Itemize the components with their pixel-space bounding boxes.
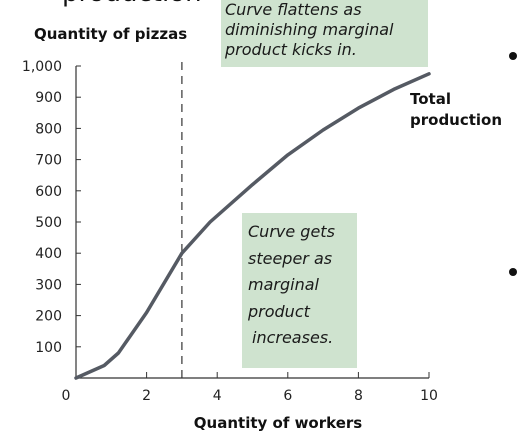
x-axis-title: Quantity of workers <box>194 414 362 432</box>
y-tick-label: 800 <box>35 121 62 137</box>
y-tick-label: 1,000 <box>22 59 62 75</box>
y-tick-label: 400 <box>35 246 62 262</box>
x-tick-label: 0 <box>62 388 71 404</box>
annotation-flattens-line-3: product kicks in. <box>225 40 357 59</box>
axis-labels: 100 200 300 400 500 600 700 800 900 1,000 0 2 4 6 8 10 Q… <box>22 25 502 432</box>
y-tick-label: 100 <box>35 340 62 356</box>
y-tick-label: 700 <box>35 153 62 169</box>
bullet-dot-bottom <box>509 268 517 276</box>
series-group <box>74 72 431 380</box>
annotation-flattens: Curve flattens as diminishing marginal p… <box>221 0 428 67</box>
annotation-steeper-line-1: Curve gets <box>248 222 335 241</box>
x-tick-label: 4 <box>213 388 222 404</box>
y-tick-label: 500 <box>35 215 62 231</box>
annotation-flattens-line-1: Curve flattens as <box>225 0 362 19</box>
x-tick-label: 6 <box>283 388 292 404</box>
y-axis-title: Quantity of pizzas <box>34 25 187 43</box>
x-tick-label: 10 <box>420 388 438 404</box>
bullet-dot-top <box>509 52 517 60</box>
y-tick-label: 600 <box>35 184 62 200</box>
annotation-steeper-line-4: product <box>248 301 310 321</box>
y-tick-label: 200 <box>35 309 62 325</box>
y-tick-label: 300 <box>35 277 62 293</box>
x-tick-label: 8 <box>354 388 363 404</box>
page-title-fragment: production <box>62 0 202 8</box>
annotation-steeper-line-2: steeper as <box>248 248 333 268</box>
y-tick-label: 900 <box>35 90 62 106</box>
annotation-steeper: Curve gets steeper as marginal product i… <box>242 213 357 368</box>
series-label-line-2: production <box>410 111 502 129</box>
chart-axes <box>75 65 430 379</box>
total-production-line <box>74 72 431 380</box>
annotation-steeper-line-3: marginal <box>248 275 319 294</box>
x-tick-label: 2 <box>142 388 151 404</box>
series-label-line-1: Total <box>410 90 451 108</box>
annotation-steeper-line-5: increases. <box>252 328 334 347</box>
annotation-flattens-line-2: diminishing marginal <box>225 20 394 39</box>
